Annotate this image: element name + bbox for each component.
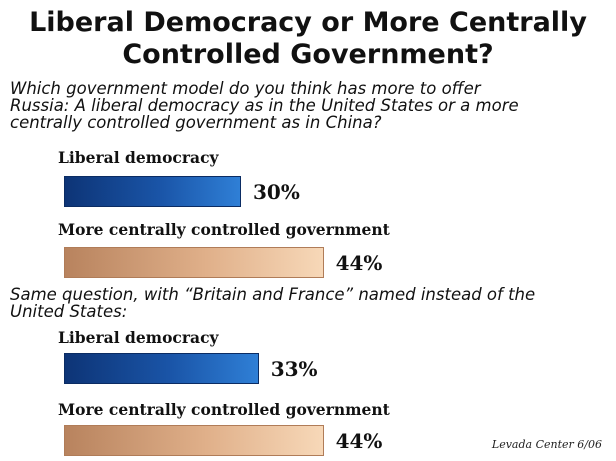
- chart-title-line-2: Controlled Government?: [122, 39, 494, 70]
- question-1-line-1: Which government model do you think has …: [10, 79, 481, 98]
- bar-central-government-2: [64, 425, 324, 456]
- category-label: Liberal democracy: [58, 148, 219, 167]
- chart-title-line-1: Liberal Democracy or More Centrally: [29, 7, 587, 38]
- category-label: Liberal democracy: [58, 328, 219, 347]
- value-label: 30%: [253, 180, 300, 204]
- value-label: 44%: [335, 429, 383, 453]
- value-label: 33%: [270, 357, 318, 381]
- question-1-line-3: centrally controlled government as in Ch…: [10, 113, 382, 132]
- category-label: More centrally controlled government: [58, 400, 390, 419]
- source-note: Levada Center 6/06: [491, 438, 602, 451]
- category-label: More centrally controlled government: [58, 220, 390, 239]
- bar-central-government-1: [64, 247, 324, 278]
- bar-liberal-democracy-2: [64, 353, 259, 384]
- question-1-line-2: Russia: A liberal democracy as in the Un…: [10, 96, 519, 115]
- question-2-line-2: United States:: [10, 302, 128, 321]
- value-label: 44%: [335, 251, 383, 275]
- bar-liberal-democracy-1: [64, 176, 241, 207]
- question-2-line-1: Same question, with “Britain and France”…: [10, 285, 536, 304]
